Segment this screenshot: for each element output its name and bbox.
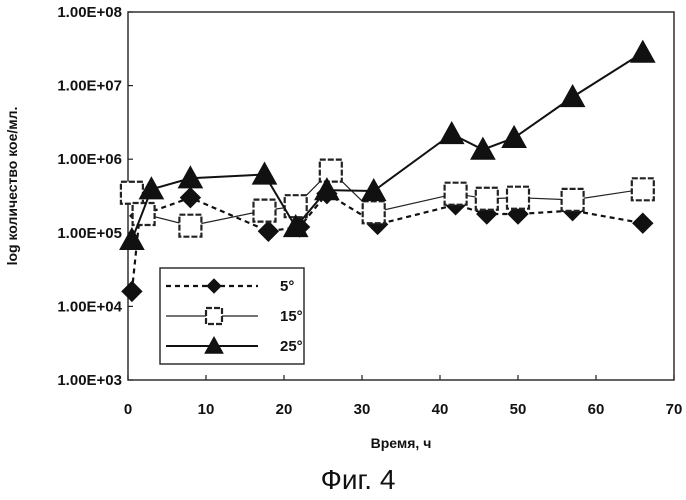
x-tick-label: 10 [198,401,215,418]
triangle-marker [438,120,465,145]
open-square-marker [443,181,468,206]
open-square-marker [131,201,156,227]
triangle-marker [360,177,387,202]
triangle-marker [138,176,165,200]
series-2 [119,158,655,238]
y-tick-label: 1.00E+08 [57,4,122,21]
open-square-marker [505,185,531,210]
x-tick-label: 0 [124,401,132,418]
diamond-marker [179,186,202,209]
y-tick-label: 1.00E+03 [57,372,122,389]
x-tick-label: 40 [432,401,449,418]
series-layer [119,39,656,303]
x-axis-title: Время, ч [371,435,432,451]
open-square-marker [283,194,308,219]
triangle-marker [177,165,204,189]
x-tick-label: 60 [588,401,605,418]
triangle-marker [501,124,527,148]
legend-label: 25° [280,338,303,355]
open-square-marker [560,187,585,212]
legend: 5° 15° 25° [159,267,305,365]
series-line [130,192,643,292]
y-tick-label: 1.00E+05 [57,225,122,242]
figure-caption: Фиг. 4 [321,464,396,495]
legend-entry: 25° [166,335,303,355]
triangle-marker [204,335,224,354]
y-tick-label: 1.00E+07 [57,78,122,95]
diamond-marker [257,220,280,242]
open-square-marker [630,177,655,202]
open-square-marker [474,186,499,211]
y-tick-label: 1.00E+04 [57,298,122,315]
triangle-marker [282,213,309,238]
legend-entry: 5° [166,278,294,295]
diamond-marker [206,278,222,294]
triangle-marker [119,226,145,251]
triangle-marker [470,136,496,160]
open-square-marker [204,306,224,326]
legend-label: 5° [280,278,294,295]
x-tick-label: 50 [510,401,527,418]
x-tick-label: 20 [276,401,293,418]
open-square-marker [252,198,277,223]
open-square-marker [178,213,203,238]
diamond-marker [121,280,143,303]
axes: 0 10 20 30 40 50 60 70 1.00E+03 1.00E+04 1.00E+05 1… [57,4,682,418]
open-square-marker [361,200,386,225]
diamond-marker [632,212,654,234]
series-3 [119,39,656,251]
x-tick-label: 70 [666,401,683,418]
triangle-marker [559,83,586,108]
y-axis-title: log количество кое/мл. [4,107,20,266]
triangle-marker [629,39,656,63]
open-square-marker [318,158,343,183]
legend-entry: 15° [166,306,303,326]
triangle-marker [251,161,278,185]
x-tick-label: 30 [354,401,371,418]
y-tick-label: 1.00E+06 [57,151,122,168]
legend-label: 15° [280,308,303,325]
open-square-marker [119,180,145,205]
triangle-marker [314,177,340,201]
